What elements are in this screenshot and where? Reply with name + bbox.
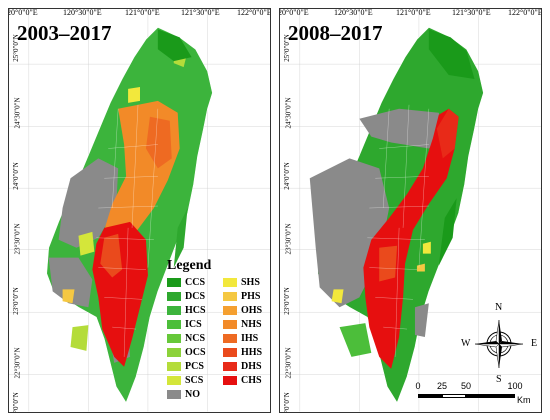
longitude-label: 121°30"0"E: [181, 8, 220, 17]
legend-swatch: [223, 292, 237, 301]
map-panel-2003-2017: 2003–2017 120°0"0"E 120°30"0"E 121°0"0"E…: [8, 8, 271, 413]
legend-swatch: [223, 320, 237, 329]
latitude-label: 22°0"0"N: [11, 392, 20, 413]
latitude-label: 25°0"0"N: [11, 34, 20, 62]
legend-label: PHS: [241, 291, 261, 302]
legend-swatch: [223, 376, 237, 385]
legend-swatch: [167, 390, 181, 399]
legend-label: CHS: [241, 375, 262, 386]
latitude-label: 23°30"0"N: [284, 223, 293, 255]
legend-item-hcs: HCS: [167, 305, 217, 316]
legend-swatch: [223, 348, 237, 357]
compass-n: N: [495, 302, 503, 313]
scale-tick: 100: [507, 381, 523, 391]
latitude-label: 23°0"0"N: [282, 287, 291, 315]
compass-rose-icon: [474, 319, 524, 369]
scale-unit: Km: [517, 395, 531, 405]
taiwan-map-2008-2017: [280, 9, 541, 412]
legend-label: NCS: [185, 333, 206, 344]
latitude-label: 23°30"0"N: [13, 223, 22, 255]
legend-item-nhs: NHS: [223, 319, 273, 330]
legend-label: OHS: [241, 305, 263, 316]
legend-label: OCS: [185, 347, 206, 358]
map-legend: Legend CCS SHS DCS PHS HCS OHS ICS NHS NCS IHS OCS…: [167, 258, 277, 400]
legend-item-shs: SHS: [223, 277, 273, 288]
legend-item-dhs: DHS: [223, 361, 273, 372]
legend-swatch: [167, 292, 181, 301]
legend-swatch: [167, 320, 181, 329]
legend-item-ics: ICS: [167, 319, 217, 330]
legend-item-ccs: CCS: [167, 277, 217, 288]
scale-segment: [418, 394, 442, 398]
north-arrow-compass: N S W E: [461, 302, 537, 385]
legend-swatch: [167, 362, 181, 371]
legend-swatch: [167, 376, 181, 385]
scale-segment: [466, 394, 515, 398]
longitude-label: 120°0"0"E: [9, 8, 38, 17]
longitude-label: 120°30"0"E: [334, 8, 373, 17]
longitude-label: 120°30"0"E: [63, 8, 102, 17]
latitude-label: 24°30"0"N: [13, 97, 22, 129]
legend-label: NHS: [241, 319, 262, 330]
latitude-label: 24°30"0"N: [284, 97, 293, 129]
legend-item-chs: CHS: [223, 375, 273, 386]
legend-label: SCS: [185, 375, 204, 386]
legend-label: DCS: [185, 291, 206, 302]
longitude-label: 122°0"0"E: [237, 8, 271, 17]
panel-title-left: 2003–2017: [17, 21, 112, 45]
legend-swatch: [223, 306, 237, 315]
longitude-label: 120°0"0"E: [280, 8, 309, 17]
legend-swatch: [223, 362, 237, 371]
legend-swatch: [167, 348, 181, 357]
scale-tick: 50: [460, 381, 472, 391]
compass-w: W: [461, 338, 471, 349]
legend-swatch: [167, 334, 181, 343]
legend-item-no: NO: [167, 389, 217, 400]
scale-bar: 0 25 50 100 Km: [413, 381, 533, 411]
legend-item-phs: PHS: [223, 291, 273, 302]
compass-e: E: [531, 338, 538, 349]
legend-label: NO: [185, 389, 200, 400]
legend-items: CCS SHS DCS PHS HCS OHS ICS NHS NCS IHS OCS HHS PCS D…: [167, 277, 277, 400]
legend-label: HHS: [241, 347, 263, 358]
legend-swatch: [223, 334, 237, 343]
taiwan-map-2003-2017: [9, 9, 270, 412]
legend-label: IHS: [241, 333, 259, 344]
latitude-label: 23°0"0"N: [11, 287, 20, 315]
legend-label: ICS: [185, 319, 202, 330]
legend-item-pcs: PCS: [167, 361, 217, 372]
latitude-label: 24°0"0"N: [282, 162, 291, 190]
legend-swatch: [167, 278, 181, 287]
legend-swatch: [167, 306, 181, 315]
legend-item-scs: SCS: [167, 375, 217, 386]
latitude-label: 22°30"0"N: [13, 347, 22, 379]
scale-tick: 0: [415, 381, 421, 391]
legend-item-hhs: HHS: [223, 347, 273, 358]
legend-label: DHS: [241, 361, 262, 372]
longitude-label: 121°30"0"E: [452, 8, 491, 17]
latitude-label: 22°0"0"N: [282, 392, 291, 413]
latitude-label: 24°0"0"N: [11, 162, 20, 190]
legend-item-ocs: OCS: [167, 347, 217, 358]
legend-item-ihs: IHS: [223, 333, 273, 344]
legend-swatch: [223, 278, 237, 287]
legend-title: Legend: [167, 258, 212, 273]
legend-item-ohs: OHS: [223, 305, 273, 316]
compass-s: S: [496, 374, 502, 385]
legend-label: HCS: [185, 305, 206, 316]
scale-segment: [442, 394, 466, 398]
legend-label: SHS: [241, 277, 260, 288]
longitude-label: 121°0"0"E: [396, 8, 431, 17]
legend-label: CCS: [185, 277, 206, 288]
panel-title-right: 2008–2017: [288, 21, 383, 45]
legend-label: PCS: [185, 361, 204, 372]
latitude-label: 25°0"0"N: [282, 34, 291, 62]
map-panel-2008-2017: 2008–2017 120°0"0"E 120°30"0"E 121°0"0"E…: [279, 8, 542, 413]
legend-item-ncs: NCS: [167, 333, 217, 344]
scale-tick: 25: [436, 381, 448, 391]
latitude-label: 22°30"0"N: [284, 347, 293, 379]
longitude-label: 121°0"0"E: [125, 8, 160, 17]
legend-item-dcs: DCS: [167, 291, 217, 302]
longitude-label: 122°0"0"E: [508, 8, 542, 17]
